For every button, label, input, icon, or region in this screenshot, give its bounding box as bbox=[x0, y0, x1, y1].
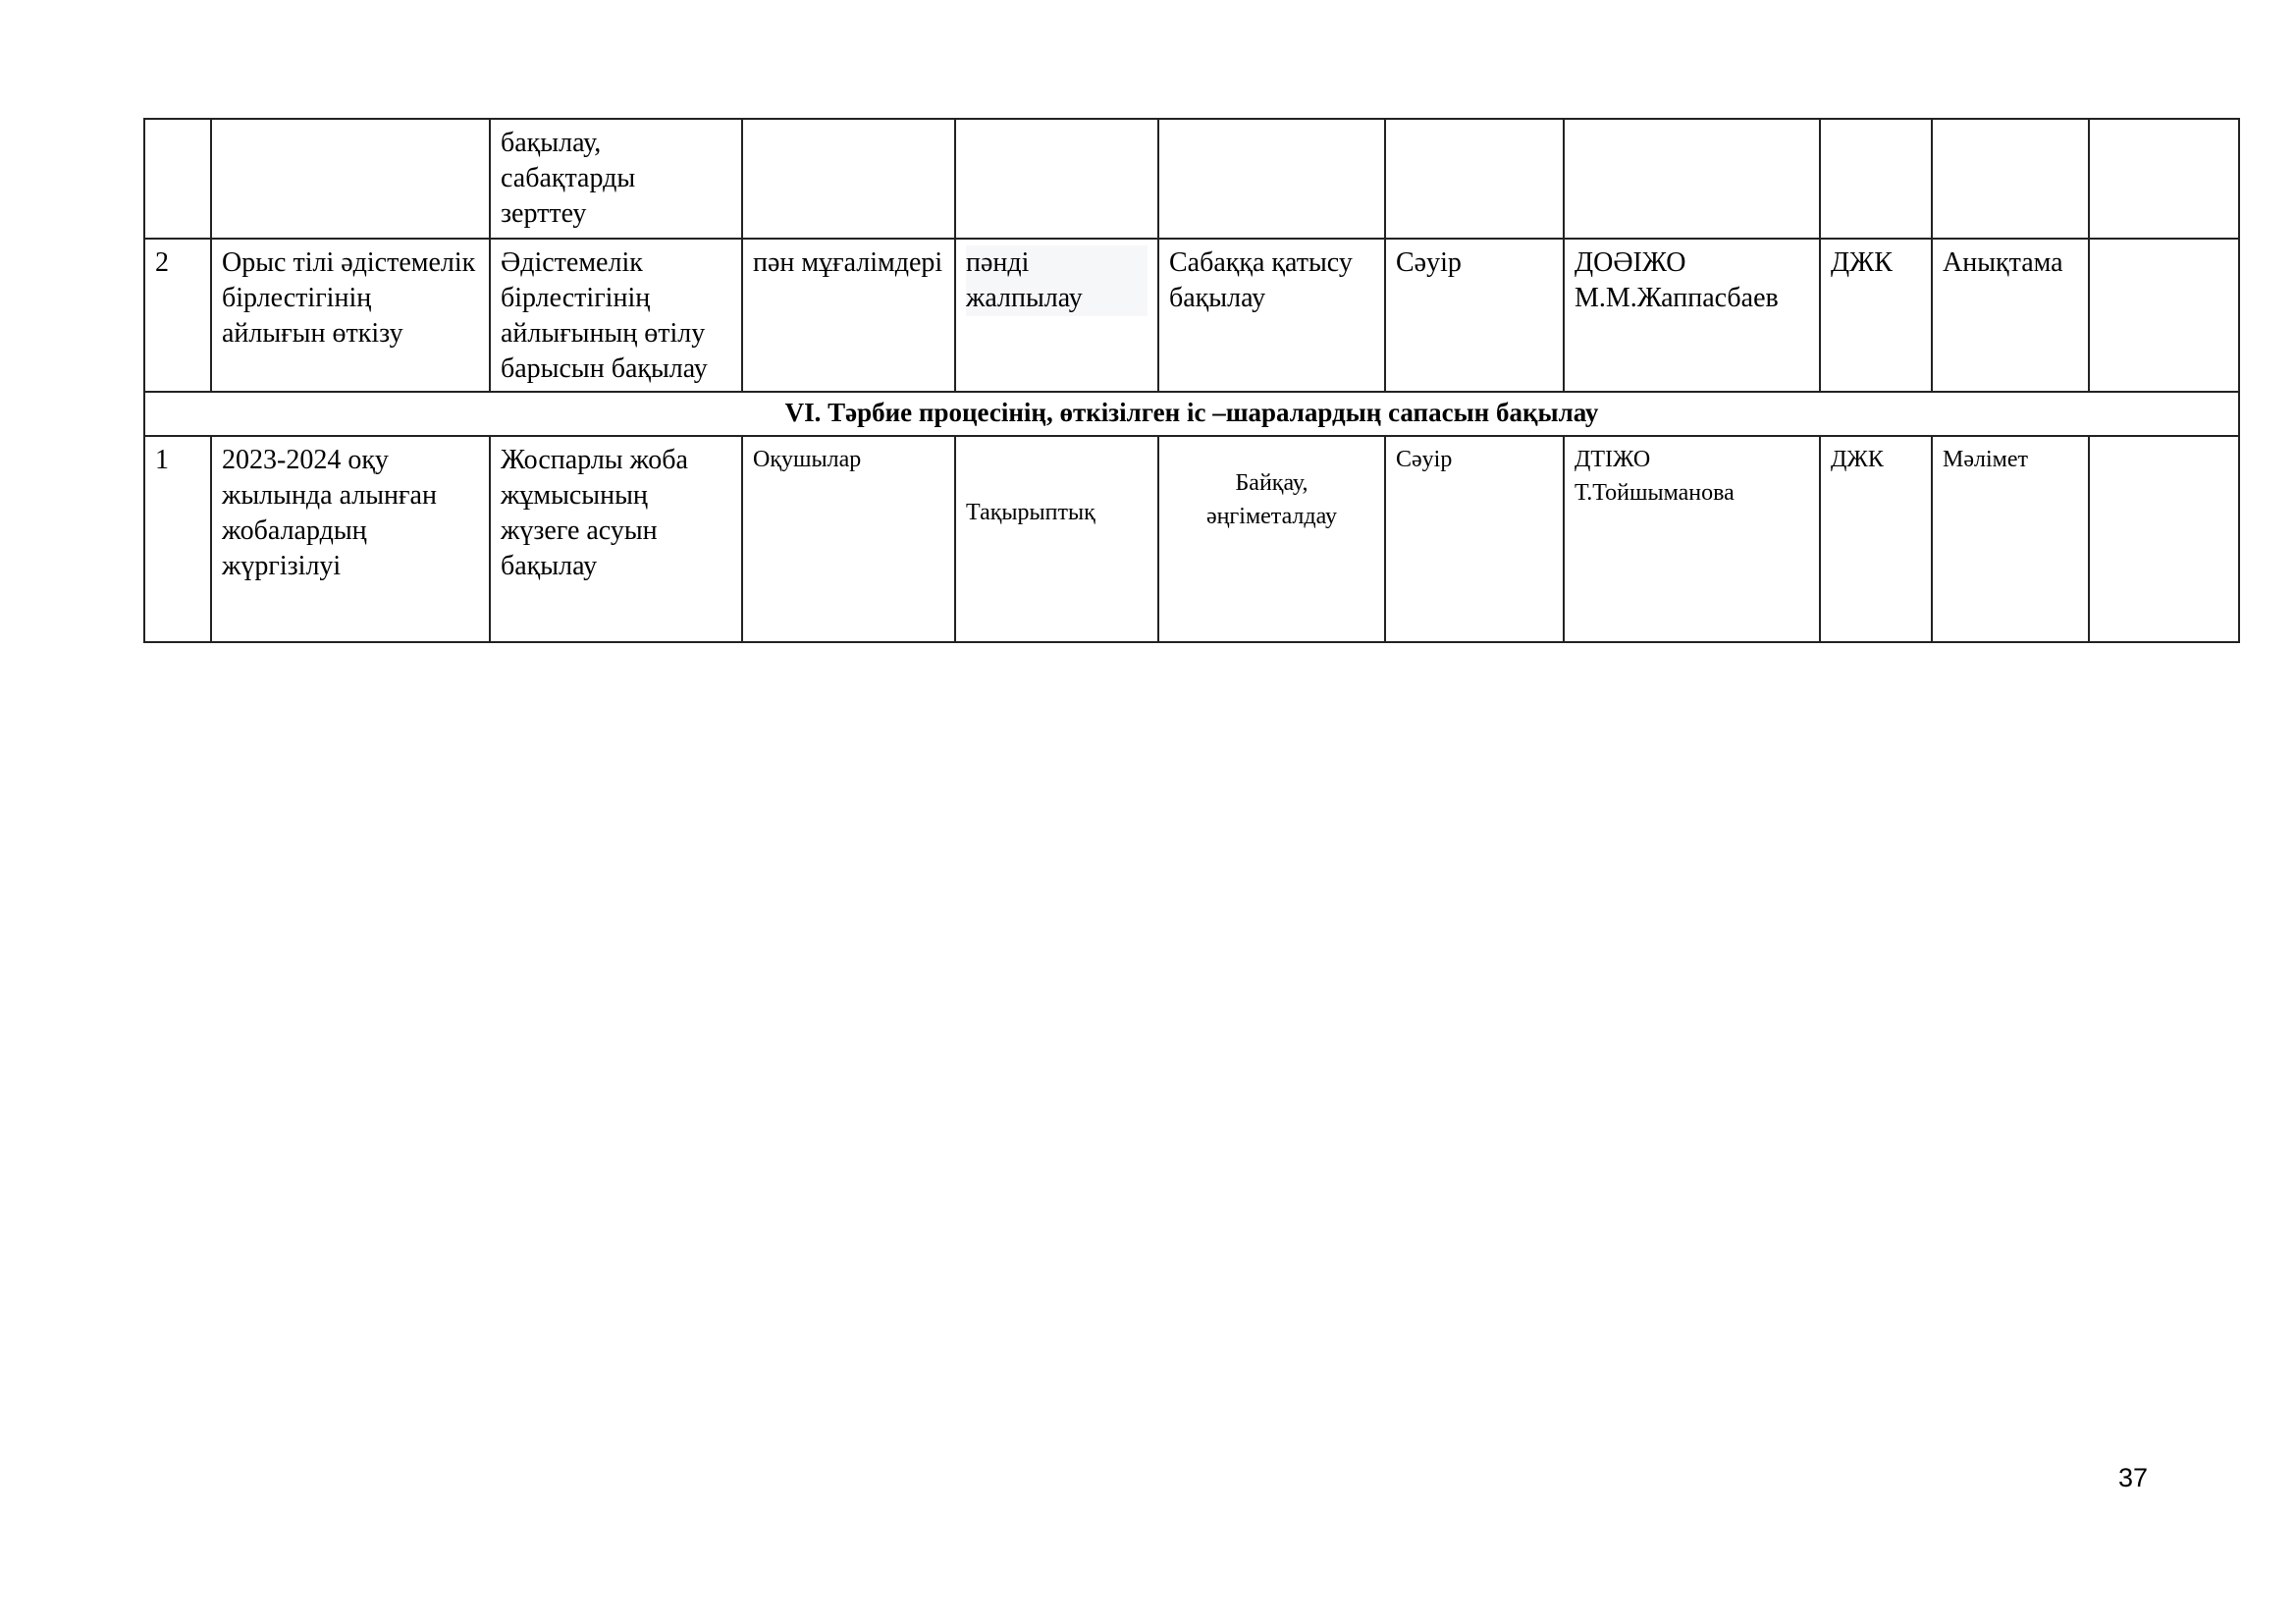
cell: Мәлімет bbox=[1931, 435, 2090, 643]
cell bbox=[1931, 118, 2090, 240]
cell bbox=[1157, 118, 1386, 240]
cell bbox=[954, 118, 1159, 240]
cell: Сәуір bbox=[1384, 238, 1565, 393]
section-header-row: VI. Тәрбие процесінің, өткізілген іс –ша… bbox=[143, 391, 2240, 437]
cell bbox=[210, 118, 491, 240]
cell: пән мұғалімдері bbox=[741, 238, 956, 393]
cell: Орыс тілі әдістемелік бірлестігінің айлы… bbox=[210, 238, 491, 393]
table-row: бақылау, сабақтарды зерттеу bbox=[143, 118, 2240, 240]
row-number: 1 bbox=[143, 435, 212, 643]
cell: Оқушылар bbox=[741, 435, 956, 643]
cell: ДТІЖО Т.Тойшыманова bbox=[1563, 435, 1821, 643]
row-number: 2 bbox=[143, 238, 212, 393]
cell bbox=[1819, 118, 1933, 240]
cell: 2023-2024 оқу жылында алынған жобалардың… bbox=[210, 435, 491, 643]
control-plan-table: бақылау, сабақтарды зерттеу 2 Орыс тілі … bbox=[143, 118, 2240, 643]
cell bbox=[2088, 435, 2240, 643]
cell: Әдістемелік бірлестігінің айлығының өтіл… bbox=[489, 238, 743, 393]
cell: Сәуір bbox=[1384, 435, 1565, 643]
cell bbox=[2088, 118, 2240, 240]
cell: Жоспарлы жоба жұмысының жүзеге асуын бақ… bbox=[489, 435, 743, 643]
cell: ДЖК bbox=[1819, 238, 1933, 393]
cell-text: пәнді жалпылау bbox=[966, 245, 1148, 316]
section-title: VI. Тәрбие процесінің, өткізілген іс –ша… bbox=[143, 391, 2240, 437]
cell: Тақырыптық bbox=[954, 435, 1159, 643]
cell bbox=[741, 118, 956, 240]
cell bbox=[143, 118, 212, 240]
cell bbox=[1384, 118, 1565, 240]
cell: Байқау, әңгіметалдау bbox=[1157, 435, 1386, 643]
cell: пәнді жалпылау bbox=[954, 238, 1159, 393]
cell bbox=[1563, 118, 1821, 240]
table-row: 1 2023-2024 оқу жылында алынған жобалард… bbox=[143, 435, 2240, 643]
cell bbox=[2088, 238, 2240, 393]
table-row: 2 Орыс тілі әдістемелік бірлестігінің ай… bbox=[143, 238, 2240, 393]
cell: бақылау, сабақтарды зерттеу bbox=[489, 118, 743, 240]
cell: Сабаққа қатысу бақылау bbox=[1157, 238, 1386, 393]
page-number: 37 bbox=[2118, 1463, 2149, 1492]
cell: Анықтама bbox=[1931, 238, 2090, 393]
cell: ДОӘІЖО М.М.Жаппасбаев bbox=[1563, 238, 1821, 393]
cell: ДЖК bbox=[1819, 435, 1933, 643]
